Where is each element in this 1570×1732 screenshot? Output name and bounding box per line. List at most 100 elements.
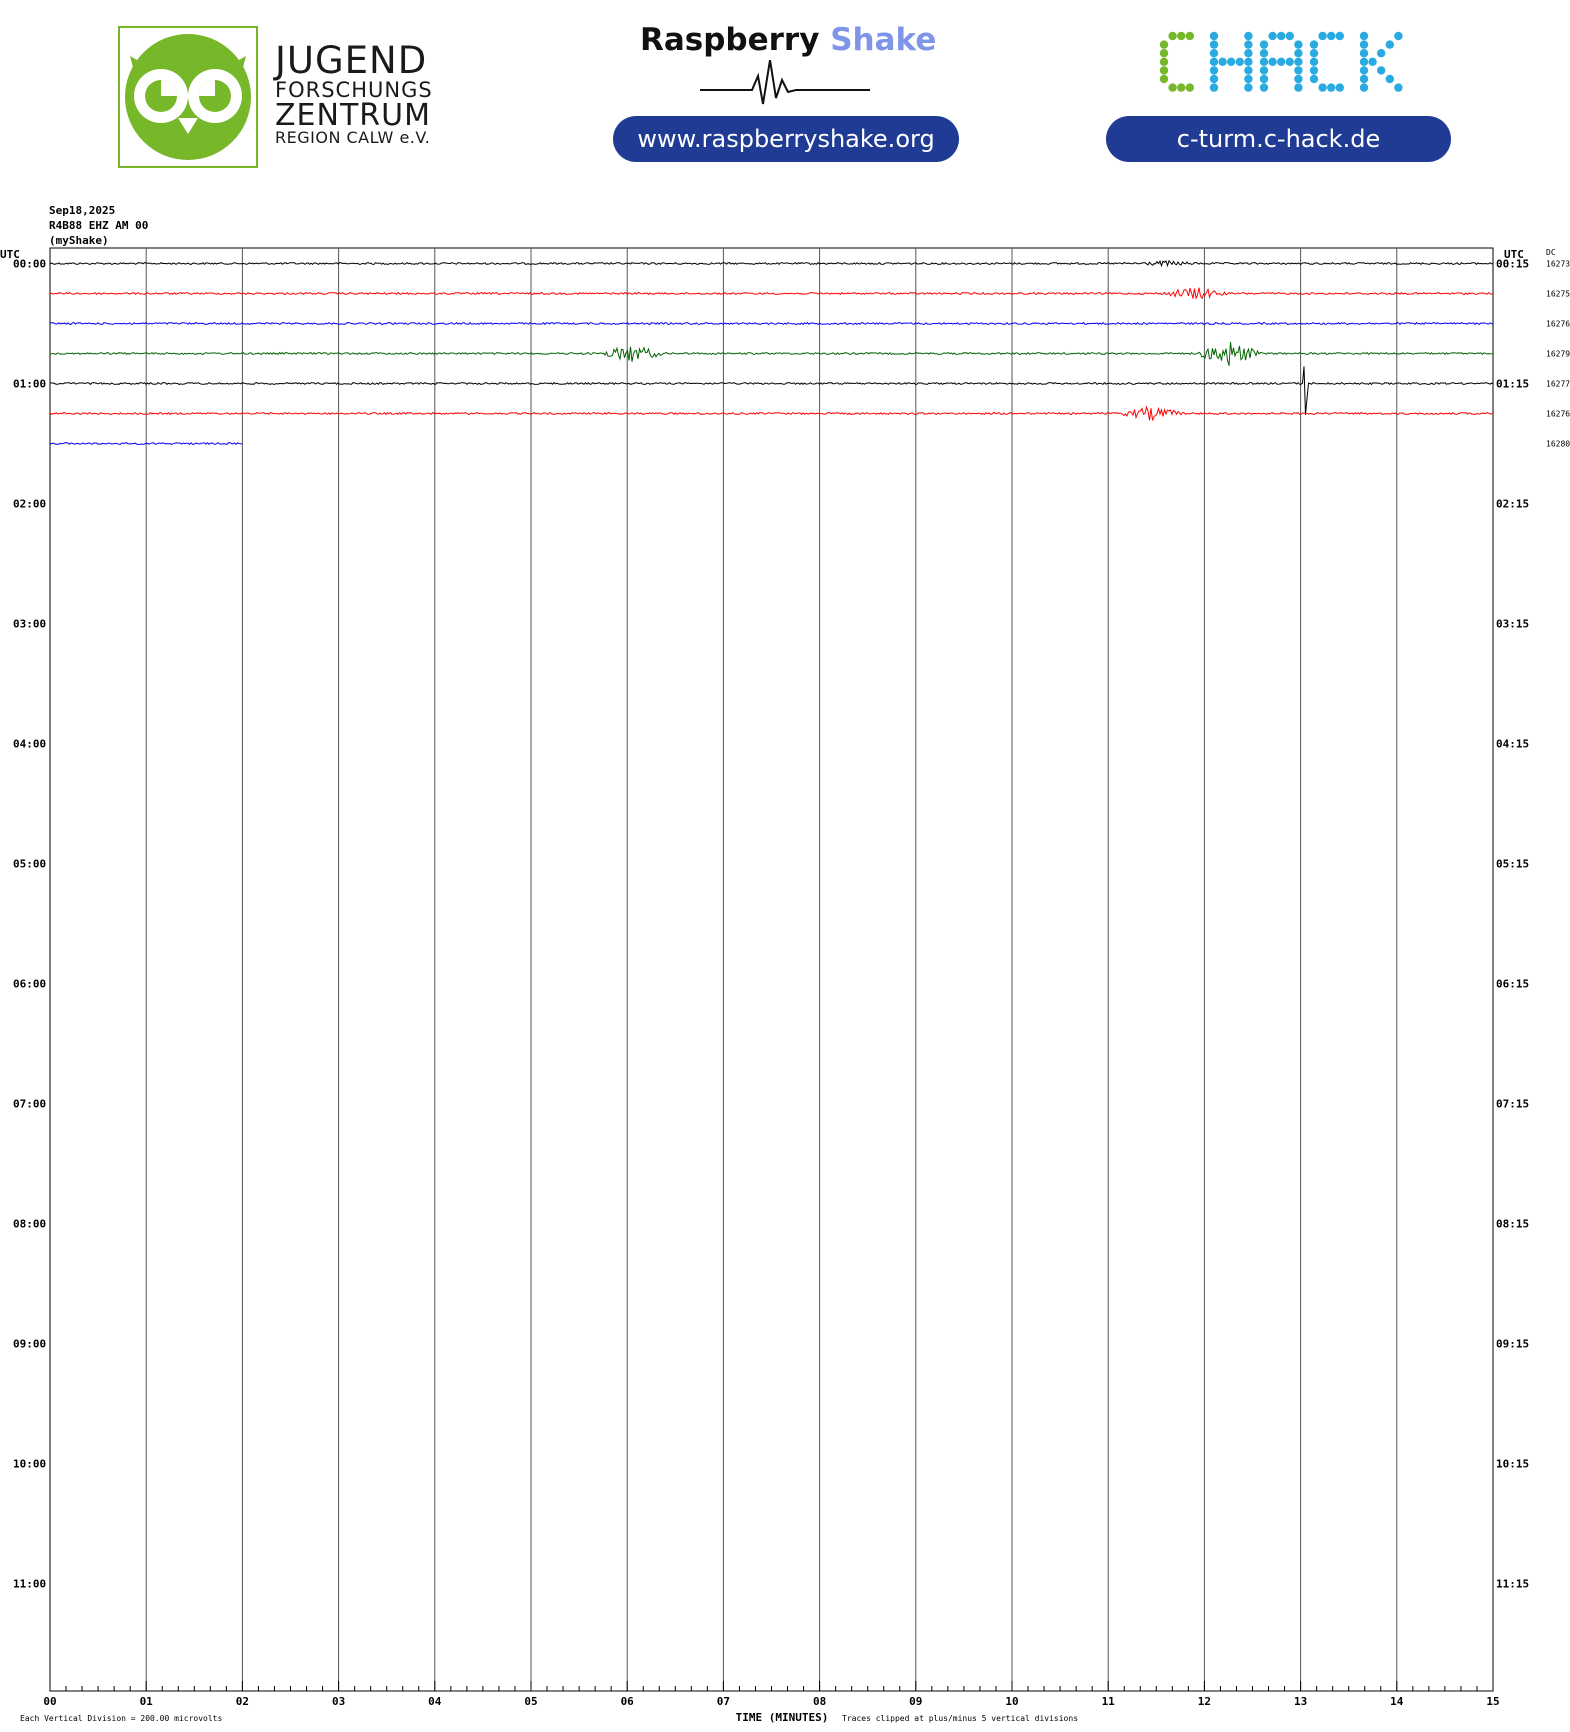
chack-dot <box>1209 66 1219 75</box>
chack-dot <box>1209 83 1219 92</box>
chack-dot <box>1294 49 1303 58</box>
raspberry-shake-logo: Raspberry Shake <box>640 22 936 105</box>
chack-dot <box>1159 49 1169 58</box>
chack-dot <box>1309 57 1319 66</box>
jfz-line2: FORSCHUNGS <box>275 78 433 102</box>
seismic-trace <box>49 341 1494 366</box>
chack-dot <box>1294 40 1303 49</box>
hour-label-left: 11:00 <box>13 1578 46 1591</box>
x-tick-label: 05 <box>524 1695 537 1708</box>
chack-dot <box>1244 40 1253 49</box>
chack-dot <box>1359 40 1369 49</box>
chack-dot <box>1318 83 1327 92</box>
chack-dot <box>1209 57 1219 66</box>
hour-label-left: 08:00 <box>13 1218 46 1231</box>
chack-dot <box>1394 31 1403 41</box>
chart-date: Sep18,2025 <box>49 204 115 217</box>
chack-dot <box>1244 66 1253 75</box>
dc-offset-label: 16280 <box>1546 440 1570 449</box>
c-turm-url[interactable]: c-turm.c-hack.de <box>1106 116 1451 162</box>
chack-dot <box>1259 40 1269 49</box>
chack-dot <box>1377 66 1386 75</box>
chack-dot <box>1159 57 1169 66</box>
x-tick-label: 10 <box>1005 1695 1018 1708</box>
hour-label-right: 09:15 <box>1496 1338 1529 1351</box>
chack-dot <box>1159 66 1169 75</box>
hour-label-left: 10:00 <box>13 1458 46 1471</box>
chack-dot <box>1309 49 1319 58</box>
raspberry-shake-url[interactable]: www.raspberryshake.org <box>613 116 959 162</box>
chack-dot <box>1309 66 1319 75</box>
chack-dot <box>1168 31 1177 41</box>
hour-label-left: 00:00 <box>13 258 46 271</box>
chack-dot <box>1277 57 1286 66</box>
chart-source: (myShake) <box>49 234 109 247</box>
chack-dot <box>1309 40 1319 49</box>
chack-dot <box>1227 57 1236 66</box>
shake-word: Shake <box>830 22 937 58</box>
chack-dot <box>1177 31 1186 41</box>
seismic-trace <box>49 259 1493 268</box>
chack-dot <box>1368 57 1377 66</box>
chart-station: R4B88 EHZ AM 00 <box>49 219 148 232</box>
hour-label-left: 02:00 <box>13 498 46 511</box>
chack-dot <box>1359 66 1369 75</box>
x-tick-label: 02 <box>236 1695 249 1708</box>
chack-dot <box>1394 83 1403 92</box>
chack-dot <box>1177 83 1186 92</box>
chack-dot <box>1277 31 1286 41</box>
chack-dot <box>1294 83 1303 92</box>
owl-icon <box>118 26 258 168</box>
chack-dot <box>1359 57 1369 66</box>
dc-label: DC <box>1546 248 1556 257</box>
hour-label-right: 04:15 <box>1496 738 1529 751</box>
jfz-logo: JUGEND FORSCHUNGS ZENTRUM REGION CALW e.… <box>118 26 432 168</box>
chack-dot <box>1209 40 1219 49</box>
hour-label-left: 06:00 <box>13 978 46 991</box>
hour-label-right: 02:15 <box>1496 498 1529 511</box>
x-tick-label: 14 <box>1390 1695 1404 1708</box>
chack-dot <box>1235 57 1244 66</box>
left-axis-label: UTC <box>0 248 20 261</box>
chack-dot <box>1259 49 1269 58</box>
chack-dot <box>1259 57 1269 66</box>
x-tick-label: 04 <box>428 1695 442 1708</box>
chack-dot <box>1359 74 1369 84</box>
x-tick-label: 00 <box>43 1695 56 1708</box>
seismic-wave-icon <box>700 60 870 105</box>
chack-dot <box>1185 83 1194 92</box>
x-tick-label: 03 <box>332 1695 345 1708</box>
footer-clip-note: Traces clipped at plus/minus 5 vertical … <box>842 1714 1078 1723</box>
hour-label-right: 00:15 <box>1496 258 1529 271</box>
chack-dot <box>1285 31 1294 41</box>
raspberry-word: Raspberry <box>640 22 820 58</box>
hour-label-right: 06:15 <box>1496 978 1529 991</box>
seismic-trace <box>49 405 1494 421</box>
chack-dot <box>1209 74 1219 84</box>
footer-scale-note: Each Vertical Division = 200.00 microvol… <box>20 1714 222 1723</box>
chack-dot <box>1244 31 1253 41</box>
chack-dot <box>1159 74 1169 84</box>
chack-dot <box>1335 83 1344 92</box>
jfz-line4: REGION CALW e.V. <box>275 128 431 147</box>
chack-dot <box>1168 83 1177 92</box>
jfz-line1: JUGEND <box>275 39 428 82</box>
chack-dot <box>1359 83 1369 92</box>
chack-dots-icon <box>1159 31 1403 92</box>
chack-dot <box>1385 74 1394 84</box>
hour-label-right: 11:15 <box>1496 1578 1529 1591</box>
seismic-trace <box>49 321 1494 326</box>
chack-dot <box>1327 31 1336 41</box>
x-tick-label: 07 <box>717 1695 730 1708</box>
dc-offset-label: 16275 <box>1546 290 1570 299</box>
chack-dot <box>1268 57 1277 66</box>
hour-label-right: 07:15 <box>1496 1098 1529 1111</box>
x-tick-label: 09 <box>909 1695 922 1708</box>
chack-dot <box>1359 49 1369 58</box>
chack-dot <box>1259 74 1269 84</box>
chack-dot <box>1209 49 1219 58</box>
x-tick-label: 13 <box>1294 1695 1307 1708</box>
x-tick-label: 12 <box>1198 1695 1211 1708</box>
chack-dot <box>1159 40 1169 49</box>
hour-label-right: 01:15 <box>1496 378 1529 391</box>
